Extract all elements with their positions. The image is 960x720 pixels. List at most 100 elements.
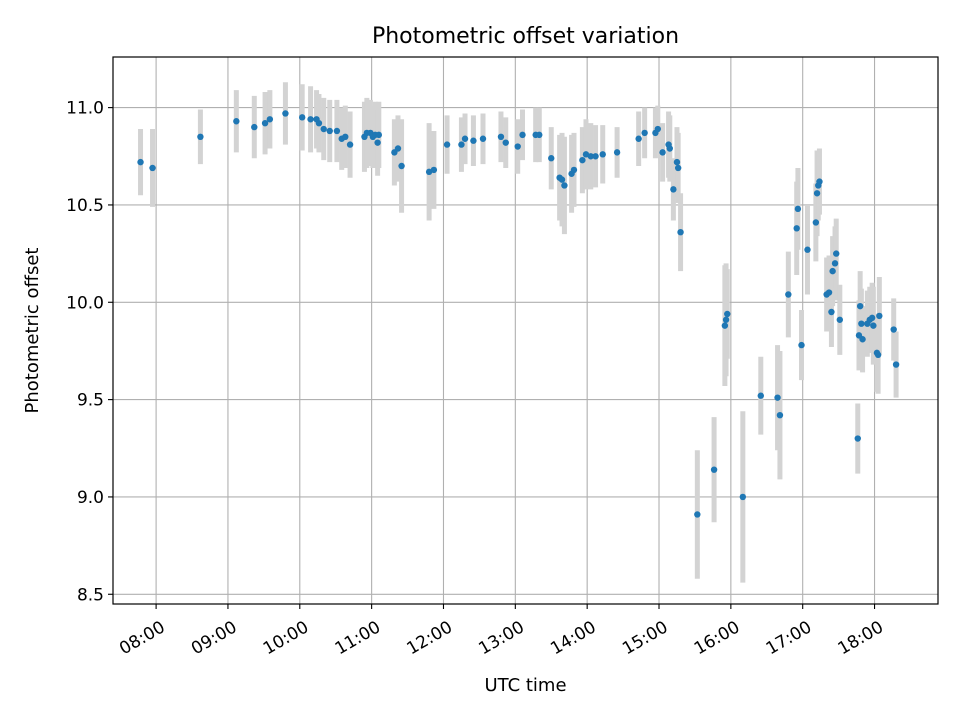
data-point: [497, 133, 505, 141]
x-tick-label: 10:00: [260, 617, 312, 659]
data-point: [674, 164, 682, 172]
data-point: [798, 341, 805, 349]
data-point: [333, 127, 341, 135]
x-tick-label: 13:00: [475, 617, 527, 659]
data-point: [721, 322, 729, 329]
data-point: [502, 139, 509, 146]
data-point: [812, 219, 820, 226]
data-point: [430, 166, 438, 174]
data-point: [326, 127, 333, 135]
data-point: [599, 151, 606, 158]
data-point: [282, 110, 289, 117]
data-point: [298, 114, 306, 121]
y-tick-label: 8.5: [77, 585, 104, 605]
data-point: [856, 302, 864, 310]
y-tick-label: 10.0: [66, 293, 104, 313]
data-point: [197, 133, 204, 141]
data-point: [828, 308, 835, 316]
x-tick-label: 08:00: [116, 617, 168, 659]
data-point: [548, 155, 555, 162]
x-tick-label: 09:00: [188, 617, 240, 659]
data-point: [785, 291, 792, 298]
data-point: [613, 149, 621, 156]
data-point: [375, 131, 383, 139]
data-point: [854, 435, 861, 442]
x-tick-label: 15:00: [619, 617, 671, 659]
y-axis-label: Photometric offset: [22, 248, 43, 414]
data-point: [346, 141, 354, 148]
data-point: [757, 392, 764, 399]
data-point: [514, 143, 521, 150]
data-point: [722, 316, 730, 323]
data-point: [398, 162, 405, 170]
y-tick-label: 9.0: [77, 488, 104, 508]
data-point: [859, 336, 866, 343]
data-point: [579, 156, 586, 164]
data-point: [251, 123, 258, 131]
x-tick-label: 16:00: [691, 617, 743, 659]
x-tick-label: 17:00: [763, 617, 815, 659]
data-point: [558, 176, 566, 183]
data-point: [673, 158, 681, 166]
data-point: [793, 225, 800, 232]
data-point: [461, 135, 469, 142]
data-point: [890, 326, 897, 333]
data-point: [892, 361, 900, 368]
data-point: [654, 125, 662, 133]
chart-title: Photometric offset variation: [372, 24, 679, 49]
data-point: [774, 394, 781, 401]
data-point: [519, 131, 526, 139]
data-point: [443, 141, 451, 148]
data-point: [233, 118, 240, 125]
plot-frame: [112, 56, 939, 605]
data-point: [739, 493, 747, 501]
data-points: [137, 110, 900, 518]
data-point: [470, 137, 477, 144]
data-point: [710, 466, 718, 473]
data-point: [149, 164, 156, 172]
data-point: [561, 182, 568, 189]
data-point: [659, 149, 666, 156]
data-point: [816, 178, 823, 185]
data-point: [874, 351, 882, 359]
x-tick-label: 12:00: [404, 617, 456, 659]
data-point: [320, 125, 327, 133]
data-point: [776, 411, 784, 419]
data-point: [813, 190, 821, 197]
x-tick-label: 14:00: [547, 617, 599, 659]
data-point: [458, 141, 465, 148]
data-point: [670, 186, 677, 193]
data-point: [315, 119, 323, 127]
data-point: [137, 158, 144, 166]
data-point: [425, 168, 433, 176]
data-point: [261, 119, 269, 127]
data-point: [266, 116, 274, 123]
data-point: [342, 133, 349, 141]
data-point: [592, 153, 599, 160]
data-point: [479, 135, 487, 142]
y-tick-label: 10.5: [66, 196, 104, 216]
data-point: [307, 116, 314, 123]
y-tick-label: 9.5: [77, 391, 104, 411]
data-point: [587, 153, 594, 160]
data-point: [831, 260, 839, 267]
x-tick-label: 18:00: [835, 617, 887, 659]
data-point: [804, 246, 811, 253]
data-point: [858, 320, 865, 327]
data-point: [836, 316, 844, 323]
data-point: [536, 131, 543, 139]
x-tick-label: 11:00: [332, 617, 384, 659]
data-point: [825, 289, 833, 296]
data-point: [635, 135, 642, 142]
error-bars: [138, 82, 899, 583]
y-axis-ticks: 8.5 9.0 9.5 10.0 10.5 11.0: [66, 99, 113, 605]
data-point: [724, 310, 731, 318]
y-tick-label: 11.0: [66, 99, 104, 119]
x-axis-ticks: 08:00 09:00 10:00 11:00 12:00 13:00 14:00 15:00…: [116, 604, 887, 659]
data-point: [870, 322, 877, 329]
data-point: [582, 151, 590, 158]
data-point: [794, 205, 802, 213]
data-point: [833, 250, 840, 257]
x-axis-label: UTC time: [484, 675, 566, 696]
